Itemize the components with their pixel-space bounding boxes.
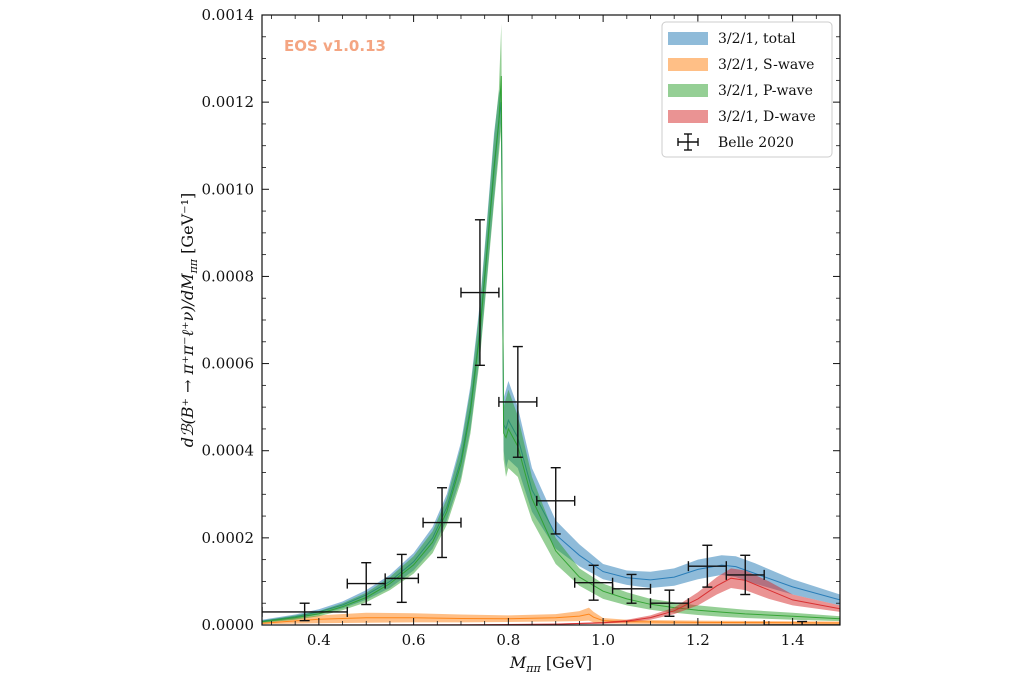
data-point-1 — [262, 602, 348, 622]
errorbars-layer — [262, 219, 840, 625]
x-tick-label: 0.4 — [307, 631, 331, 649]
data-point-6 — [498, 345, 538, 458]
x-axis-label-main: M — [509, 653, 527, 672]
legend-swatch-3-2-1-s-wave — [668, 58, 708, 71]
y-axis-label-unit: [GeV⁻¹] — [178, 193, 197, 259]
central-line-3-2-1-d-wave — [262, 577, 840, 625]
legend-swatch-3-2-1-d-wave — [668, 110, 708, 123]
legend-swatch-belle-2020 — [677, 133, 699, 151]
data-point-11 — [687, 544, 727, 588]
watermark: EOS v1.0.13 — [284, 37, 386, 55]
data-point-12 — [725, 554, 765, 596]
x-tick-label: 0.6 — [402, 631, 426, 649]
x-tick-label: 0.8 — [496, 631, 520, 649]
data-point-7 — [536, 467, 576, 535]
y-axis-label-sub: ππ — [187, 258, 200, 274]
data-point-5 — [460, 219, 500, 367]
legend-swatch-3-2-1-total — [668, 32, 708, 45]
band-3-2-1-s-wave — [262, 607, 840, 625]
x-axis-label: Mππ [GeV] — [509, 653, 592, 675]
legend-swatch-3-2-1-p-wave — [668, 84, 708, 97]
y-tick-label: 0.0012 — [202, 93, 255, 111]
bands-layer — [262, 23, 840, 625]
legend-label-belle-2020: Belle 2020 — [718, 135, 794, 151]
x-axis-label-unit: [GeV] — [541, 653, 592, 672]
axes-layer: 0.4 0.6 0.8 1.0 1.2 1.4 0.0000 0.0002 0.0004 0.00… — [202, 6, 841, 649]
legend-label-3-2-1-total: 3/2/1, total — [718, 31, 796, 47]
band-3-2-1-total — [262, 84, 840, 623]
y-axis-label: dℬ(B⁺ → π⁺π⁻ℓ⁺ν)/dMππ [GeV⁻¹] — [178, 193, 200, 448]
data-point-2 — [346, 561, 386, 606]
y-axis-label-main: dℬ(B⁺ → π⁺π⁻ℓ⁺ν)/dM — [178, 273, 197, 447]
y-tick-label: 0.0010 — [202, 180, 255, 198]
central-line-3-2-1-p-wave — [262, 75, 840, 623]
y-tick-label: 0.0008 — [202, 267, 255, 285]
legend-box — [661, 21, 833, 158]
legend-label-3-2-1-p-wave: 3/2/1, P-wave — [718, 83, 813, 99]
x-tick-label: 1.2 — [686, 631, 710, 649]
x-axis-label-sub: ππ — [525, 662, 541, 675]
legend: 3/2/1, total 3/2/1, S-wave 3/2/1, P-wave 3/… — [661, 21, 833, 158]
data-point-4 — [422, 487, 462, 559]
data-point-3 — [384, 553, 420, 604]
x-tick-label: 1.4 — [781, 631, 805, 649]
x-tick-label: 1.0 — [591, 631, 615, 649]
data-point-13 — [763, 620, 840, 625]
data-point-8 — [573, 564, 614, 601]
data-point-10 — [649, 589, 690, 617]
legend-label-3-2-1-s-wave: 3/2/1, S-wave — [718, 57, 814, 73]
y-tick-label: 0.0006 — [202, 355, 255, 373]
legend-label-3-2-1-d-wave: 3/2/1, D-wave — [718, 109, 816, 125]
y-tick-label: 0.0000 — [202, 616, 255, 634]
y-tick-label: 0.0002 — [202, 529, 255, 547]
data-point-9 — [611, 573, 652, 604]
y-tick-label: 0.0004 — [202, 442, 255, 460]
y-tick-label: 0.0014 — [202, 6, 255, 24]
